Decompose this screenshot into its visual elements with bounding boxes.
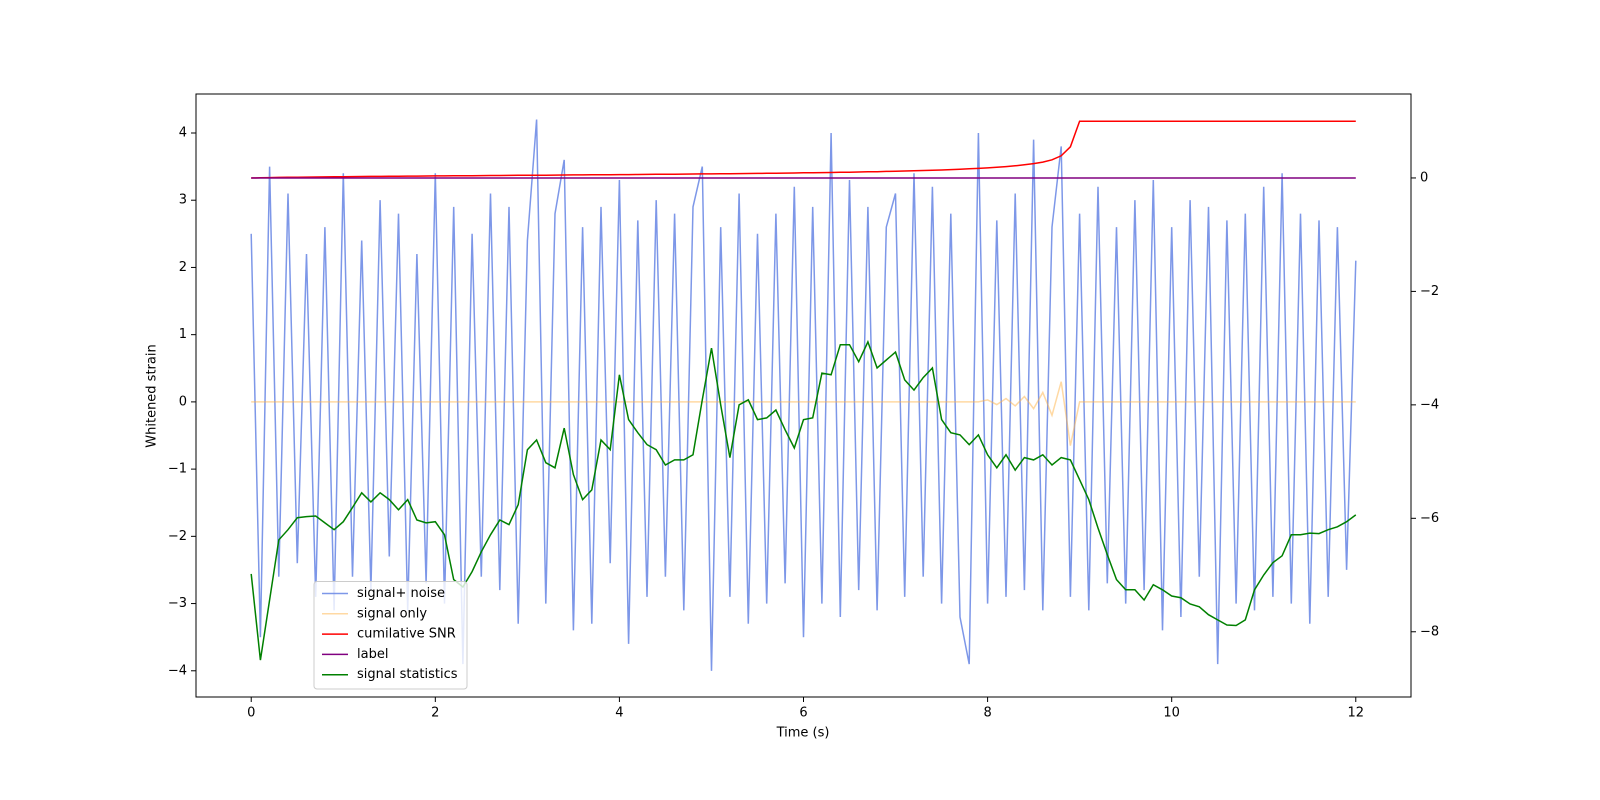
x-tick-label: 2: [431, 706, 439, 721]
plot: [250, 119, 1357, 671]
legend-label: cumilative SNR: [357, 627, 456, 642]
y2-tick-label: −6: [1420, 511, 1439, 526]
x-axis-label: Time (s): [776, 726, 830, 741]
y-tick-label: −2: [168, 529, 187, 544]
x-tick-label: 0: [247, 706, 255, 721]
y2-tick-label: 0: [1420, 170, 1428, 185]
legend: signal+ noise signal only cumilative SNR la…: [313, 581, 468, 690]
legend-box: [313, 581, 468, 690]
y-axis-label: Whitened strain: [145, 344, 160, 447]
y-tick-label: 0: [179, 394, 187, 409]
series-line: [250, 339, 1357, 661]
x-tick-label: 6: [799, 706, 807, 721]
y-tick-label: −3: [168, 596, 187, 611]
x-tick-label: 4: [615, 706, 623, 721]
x-tick-label: 12: [1347, 706, 1364, 721]
series-line: [250, 119, 1357, 671]
y-tick-label: 2: [179, 260, 187, 275]
y2-tick-label: −4: [1420, 397, 1439, 412]
y-tick-label: −1: [168, 462, 187, 477]
y2-tick-label: −8: [1420, 624, 1439, 639]
y-tick-label: 1: [179, 327, 187, 342]
x-tick-label: 8: [983, 706, 991, 721]
series-line: [251, 120, 1356, 179]
y2-tick-label: −2: [1420, 284, 1439, 299]
x-tick-label: 10: [1163, 706, 1180, 721]
series-line: [251, 381, 1356, 446]
legend-label: signal statistics: [357, 667, 458, 682]
legend-label: signal only: [357, 606, 427, 621]
legend-label: signal+ noise: [357, 586, 445, 601]
y-tick-label: 4: [179, 125, 187, 140]
y-tick-label: 3: [179, 193, 187, 208]
y-tick-label: −4: [168, 663, 187, 678]
legend-label: label: [357, 647, 388, 662]
